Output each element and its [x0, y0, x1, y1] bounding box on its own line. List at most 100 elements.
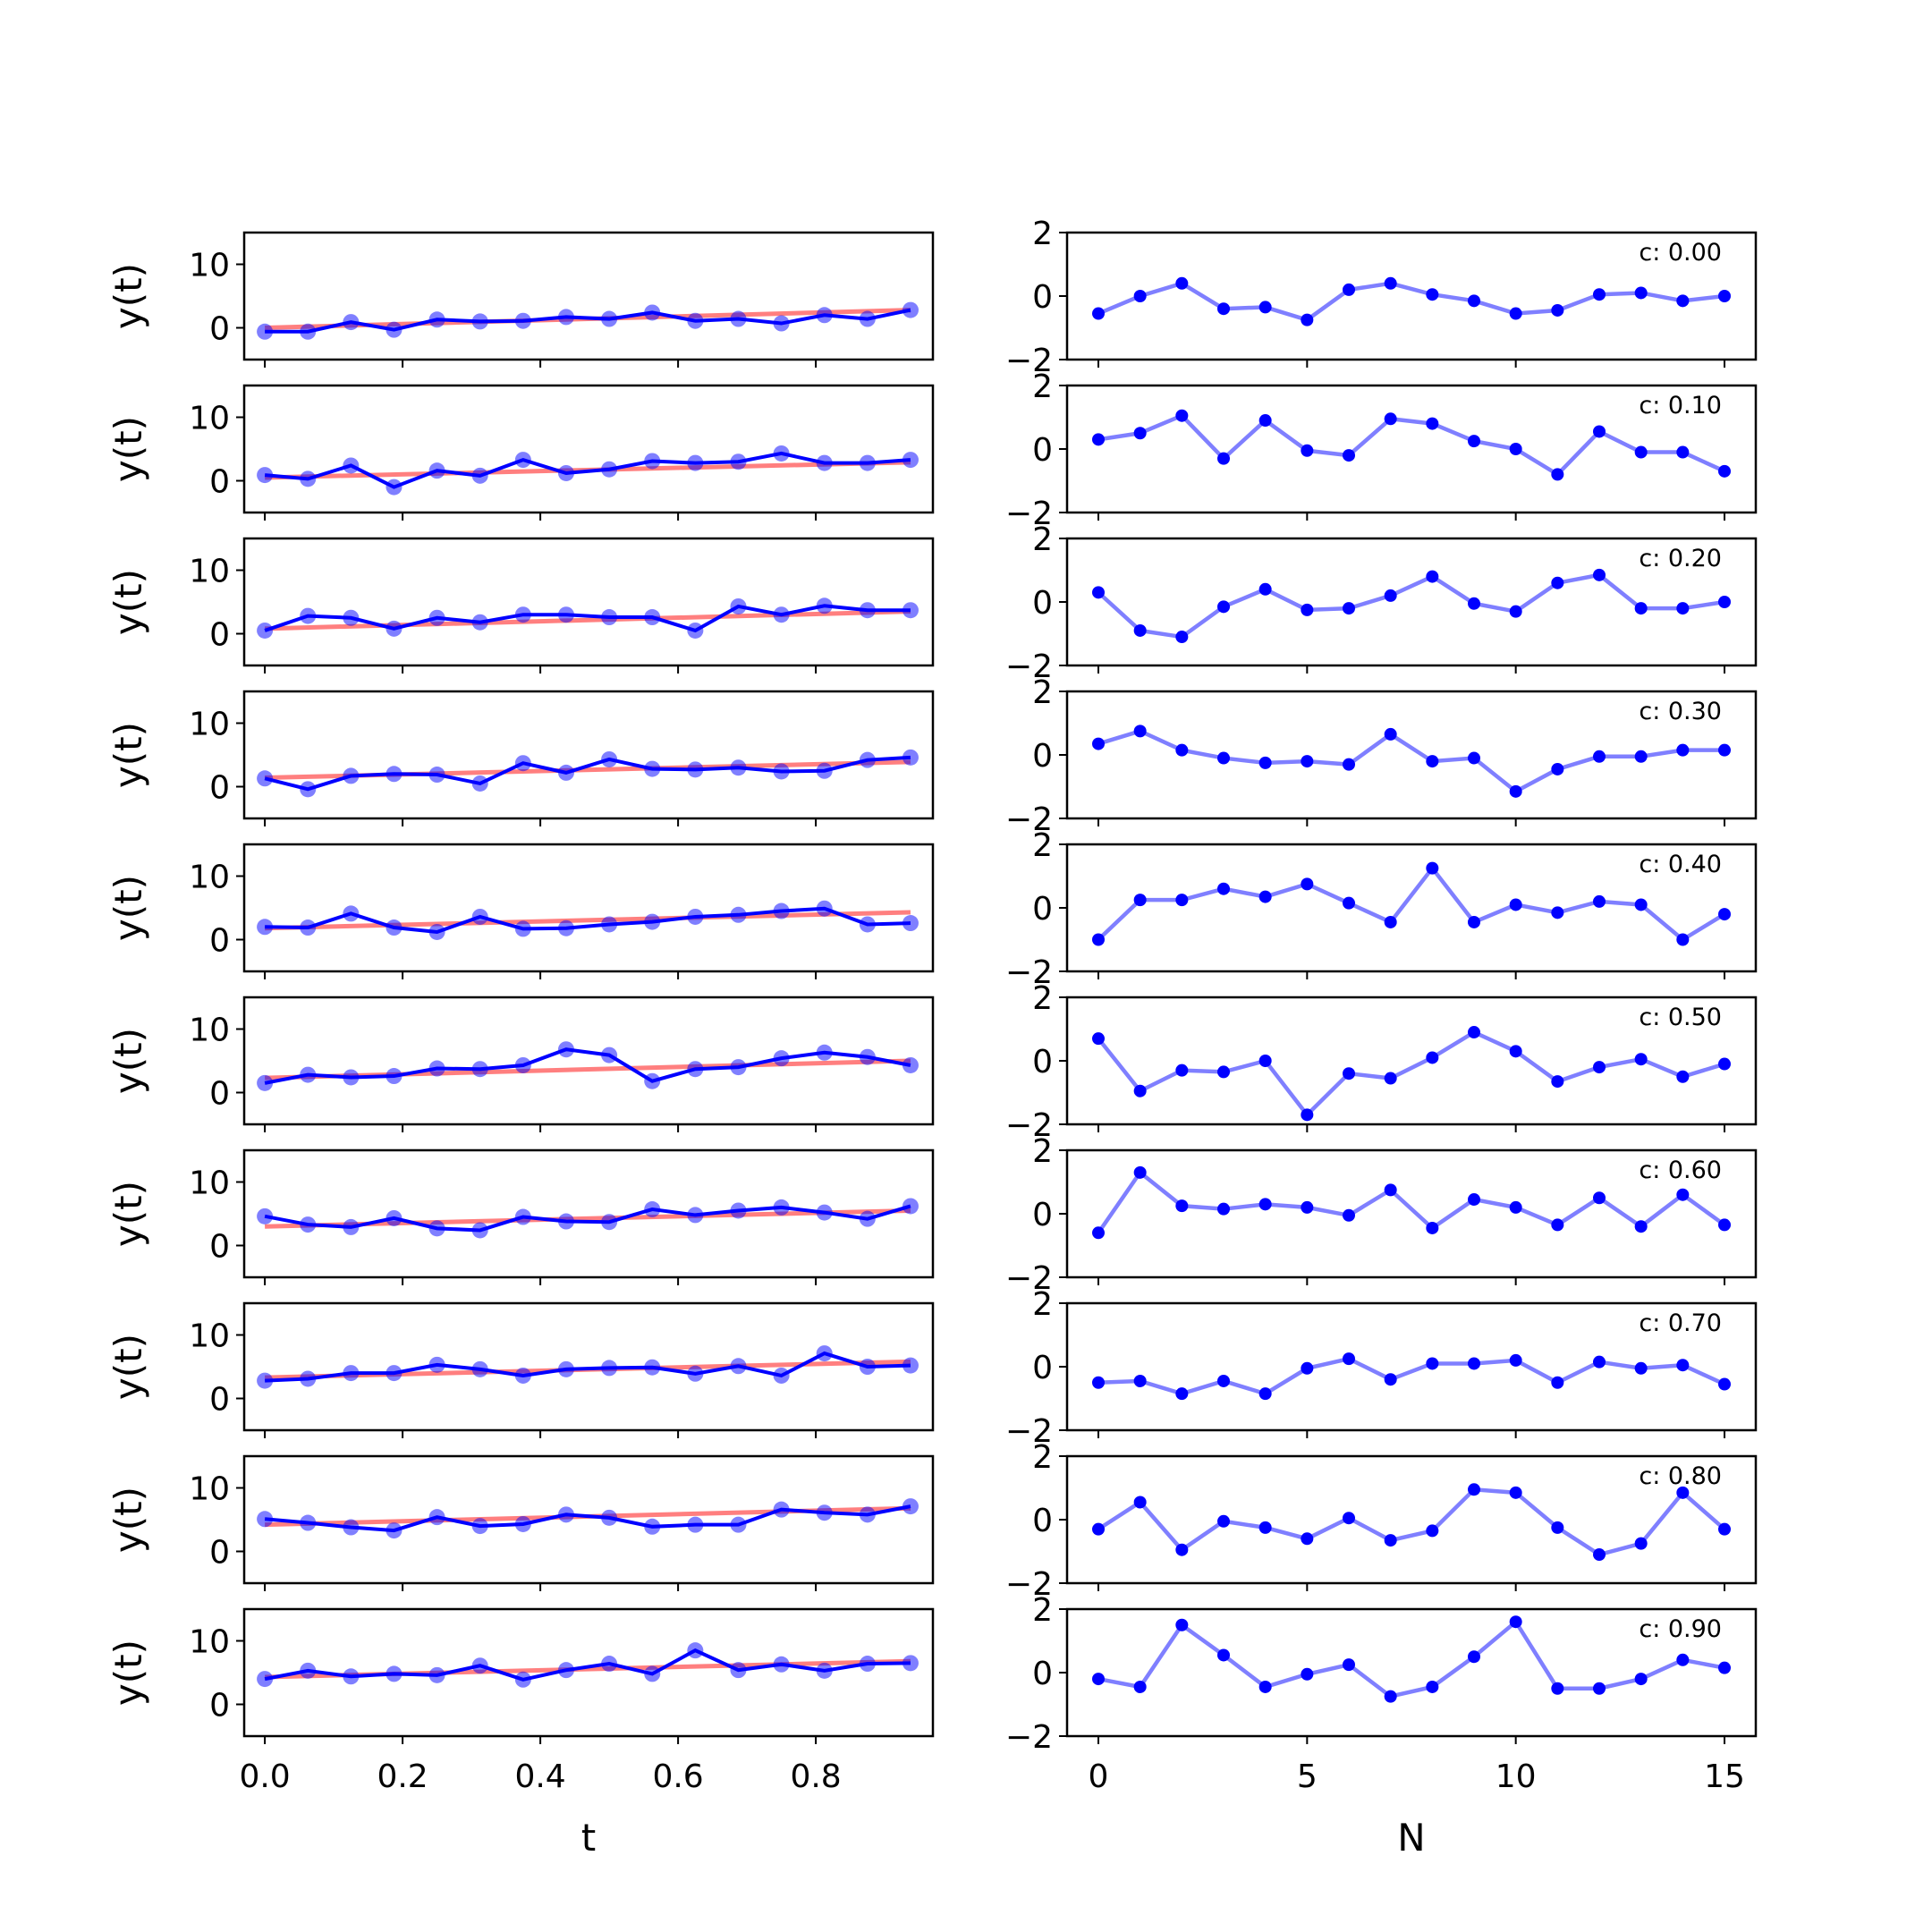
- data-point: [514, 920, 531, 937]
- left-x-axis-label: t: [581, 1816, 596, 1860]
- data-point: [730, 597, 747, 614]
- data-point: [428, 462, 445, 479]
- right-x-axis-label: N: [1397, 1816, 1425, 1860]
- y-tick-label: 0: [1032, 891, 1053, 928]
- y-tick-label: 10: [189, 554, 230, 590]
- data-point: [1258, 1387, 1272, 1401]
- series-line: [264, 1648, 911, 1682]
- data-point: [644, 453, 661, 470]
- data-point: [343, 457, 360, 474]
- series-line: [265, 308, 911, 334]
- data-point: [1343, 1208, 1355, 1222]
- data-point: [859, 310, 876, 327]
- data-point: [300, 607, 317, 624]
- y-tick-label: −2: [1005, 496, 1053, 532]
- data-point: [1092, 1032, 1105, 1046]
- y-tick-label: −2: [1005, 343, 1053, 379]
- data-point: [1092, 1376, 1105, 1389]
- data-point: [1258, 1055, 1272, 1067]
- data-point: [471, 614, 488, 631]
- data-point: [1175, 743, 1189, 757]
- data-point: [343, 609, 360, 626]
- data-point: [300, 470, 317, 487]
- y-tick-label: 0: [209, 1229, 230, 1266]
- data-point: [816, 1345, 833, 1362]
- left-subplot: 0 10 y(t): [106, 1454, 935, 1591]
- data-point: [644, 304, 661, 321]
- data-point: [1509, 784, 1522, 798]
- y-tick-label: 2: [1032, 1439, 1053, 1476]
- data-point: [1551, 906, 1564, 919]
- data-point: [343, 905, 360, 922]
- data-point: [557, 464, 574, 481]
- data-point: [816, 762, 833, 779]
- data-point: [300, 1662, 317, 1679]
- data-point: [1509, 1615, 1522, 1629]
- data-point: [386, 1209, 402, 1226]
- data-point: [1092, 307, 1105, 320]
- data-point: [471, 908, 488, 925]
- c-value-label: c: 0.50: [1639, 1004, 1722, 1031]
- right-panel-column: −2 0 2 c: 0.00 −2 0 2 c: 0.10 −2 0 2 c: 0.20 −2 0 2 c: …: [1005, 216, 1758, 1795]
- data-point: [1593, 288, 1606, 301]
- data-point: [1634, 750, 1648, 763]
- data-point: [1217, 1374, 1230, 1387]
- data-point: [1175, 1063, 1189, 1077]
- data-point: [1634, 1053, 1648, 1066]
- data-point: [1468, 1650, 1480, 1664]
- data-point: [514, 606, 531, 623]
- y-tick-label: 0: [209, 1688, 230, 1724]
- data-point: [1676, 445, 1690, 459]
- y-tick-label: 0: [1032, 279, 1053, 316]
- data-point: [1718, 290, 1731, 302]
- data-point: [257, 770, 274, 787]
- data-point: [1133, 1165, 1147, 1179]
- left-subplot: 0 10 y(t): [106, 1301, 935, 1438]
- data-point: [1258, 1680, 1272, 1693]
- data-point: [1468, 1483, 1480, 1496]
- data-point: [1509, 605, 1522, 618]
- data-point: [386, 1665, 402, 1682]
- data-point: [773, 445, 790, 462]
- data-point: [1092, 933, 1105, 946]
- y-tick-label: 10: [189, 248, 230, 284]
- data-point: [1301, 1108, 1314, 1122]
- data-point: [730, 759, 747, 776]
- c-value-label: c: 0.30: [1639, 698, 1722, 725]
- data-point: [1509, 898, 1522, 911]
- data-point: [859, 1656, 876, 1673]
- y-axis-label: y(t): [106, 722, 150, 788]
- data-point: [687, 1642, 704, 1659]
- data-point: [1718, 1218, 1731, 1232]
- data-point: [557, 1662, 574, 1679]
- data-point: [1301, 755, 1314, 768]
- data-point: [514, 1056, 531, 1073]
- series-line: [1097, 1618, 1725, 1699]
- data-point: [1217, 751, 1230, 765]
- x-tick-label: 0: [1089, 1758, 1109, 1795]
- data-point: [816, 1504, 833, 1521]
- data-point: [687, 761, 704, 778]
- data-point: [1509, 1486, 1522, 1499]
- data-point: [557, 1506, 574, 1523]
- y-tick-label: 0: [209, 1535, 230, 1572]
- data-point: [1593, 894, 1606, 908]
- left-subplot: 0 10 y(t): [106, 384, 935, 521]
- data-point: [1175, 409, 1189, 422]
- data-point: [1301, 877, 1314, 891]
- data-point: [1718, 1377, 1731, 1391]
- right-subplot: −2 0 2 c: 0.00: [1005, 216, 1758, 379]
- y-tick-label: 10: [189, 1318, 230, 1355]
- data-point: [1551, 468, 1564, 481]
- x-tick-label: 10: [1496, 1758, 1537, 1795]
- data-point: [386, 919, 402, 936]
- y-tick-label: 10: [189, 1471, 230, 1508]
- data-point: [902, 1655, 919, 1672]
- data-point: [428, 1666, 445, 1683]
- fit-line: [265, 609, 911, 631]
- data-point: [257, 1511, 274, 1528]
- data-point: [816, 597, 833, 614]
- right-subplot: −2 0 2 c: 0.60: [1005, 1133, 1758, 1297]
- data-point: [1551, 1218, 1564, 1232]
- c-value-label: c: 0.00: [1639, 239, 1722, 267]
